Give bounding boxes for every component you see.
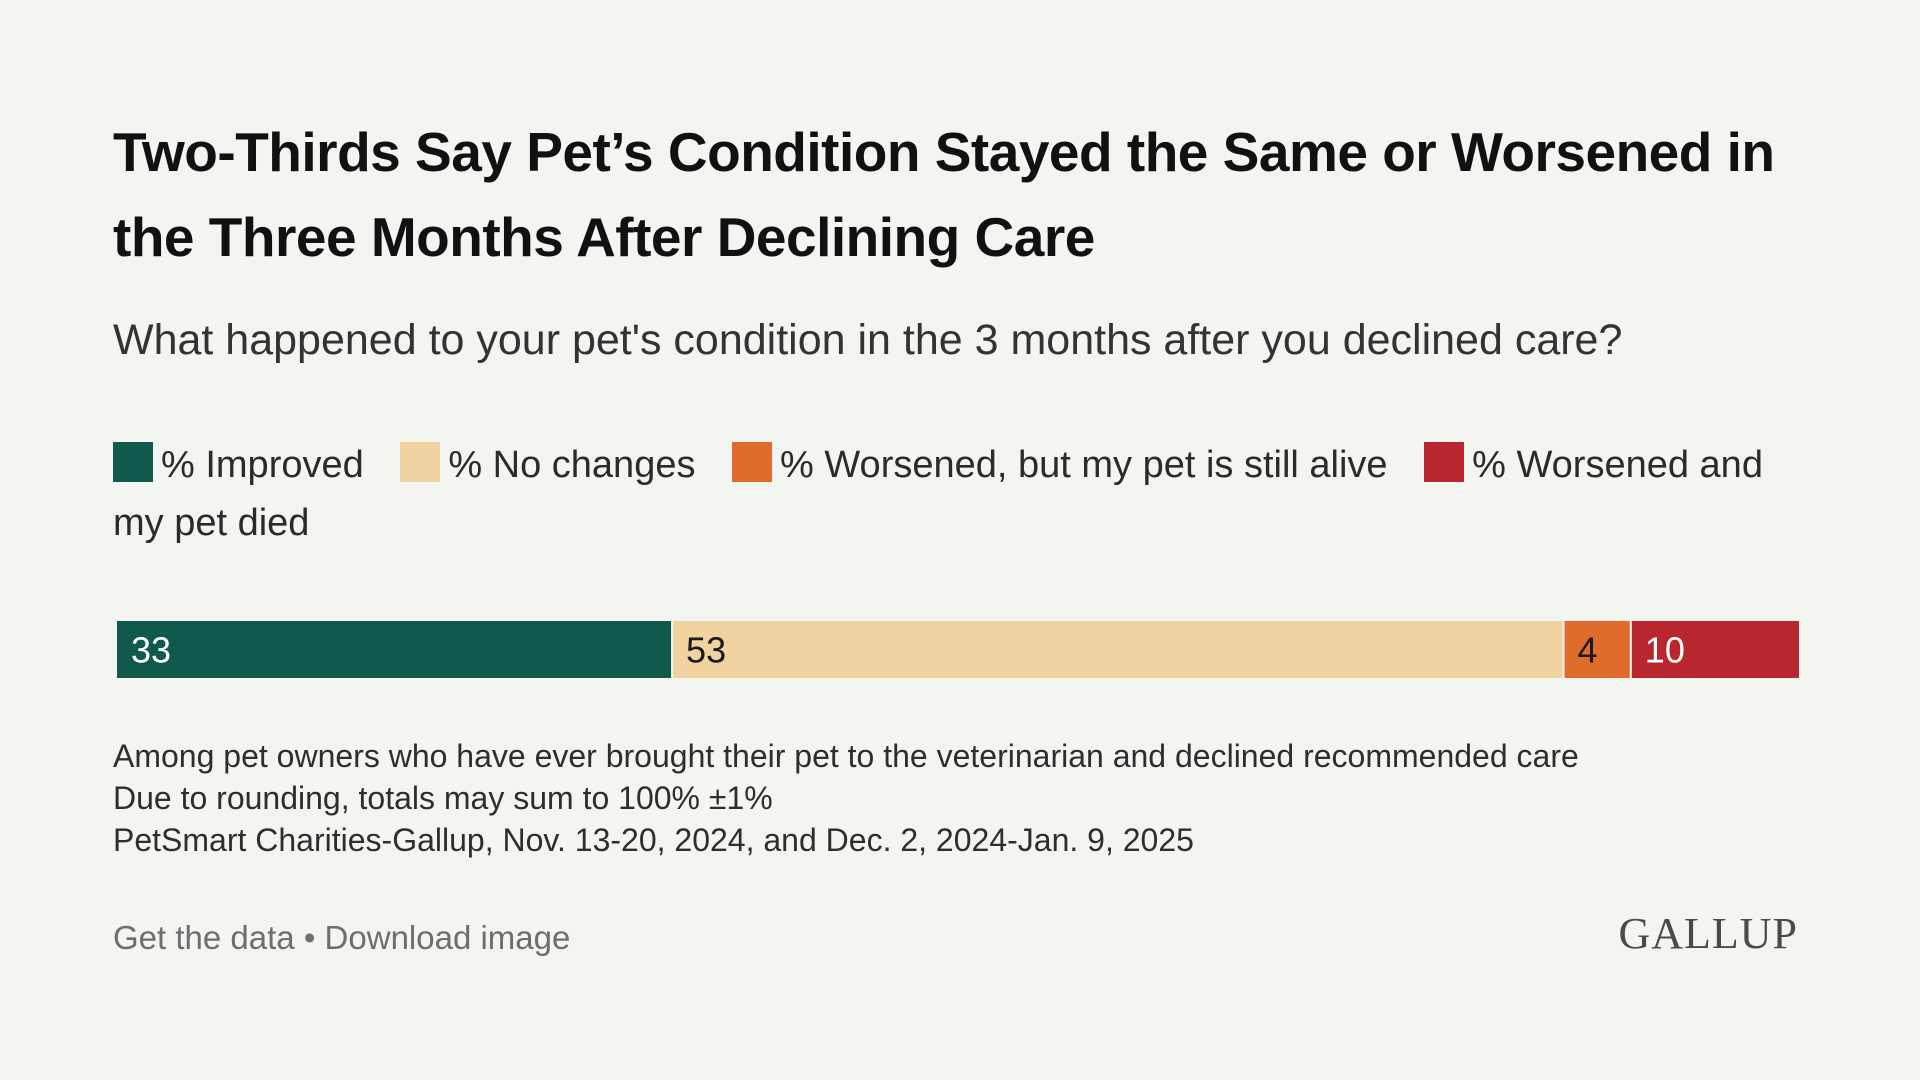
- bar-label-worsened-died: 10: [1645, 630, 1685, 671]
- legend-label-worsened-died: % Worsened and my pet died: [113, 444, 1763, 544]
- footer-separator: •: [303, 919, 316, 956]
- stacked-bar-svg: 33 53 4 10: [117, 621, 1799, 678]
- note-sample: Among pet owners who have ever brought t…: [113, 738, 1579, 774]
- chart-subtitle: What happened to your pet's condition in…: [113, 316, 1623, 364]
- legend-item-improved: % Improved: [113, 442, 364, 486]
- legend-swatch-improved: [113, 442, 153, 482]
- gallup-logo: GALLUP: [1618, 909, 1798, 958]
- legend-label-improved: % Improved: [161, 444, 364, 486]
- bar-segment-worsened-died: [1630, 621, 1799, 678]
- note-rounding: Due to rounding, totals may sum to 100% …: [113, 780, 773, 816]
- legend-swatch-no-changes: [400, 442, 441, 482]
- legend-swatch-worsened-alive: [732, 442, 773, 482]
- chart-card: Two-Thirds Say Pet’s Condition Stayed th…: [113, 110, 1799, 552]
- bar-segment-divider: [671, 621, 674, 678]
- legend: % Improved % No changes % Worsened, but …: [113, 436, 1799, 552]
- bar-label-improved: 33: [131, 630, 171, 671]
- legend-label-no-changes: % No changes: [448, 444, 696, 486]
- get-data-link[interactable]: Get the data: [113, 919, 295, 956]
- bar-segment-divider: [1562, 621, 1565, 678]
- bar-segment-divider: [1629, 621, 1632, 678]
- bar-label-no-changes: 53: [686, 630, 726, 671]
- legend-item-no-changes: % No changes: [400, 442, 696, 486]
- legend-swatch-worsened-died: [1424, 442, 1465, 482]
- bar-segment-improved: [117, 621, 673, 678]
- legend-item-worsened-died: % Worsened and my pet died: [113, 442, 1763, 544]
- chart-notes: Among pet owners who have ever brought t…: [113, 735, 1579, 861]
- footer-links: Get the data • Download image: [113, 916, 570, 960]
- note-source: PetSmart Charities-Gallup, Nov. 13-20, 2…: [113, 822, 1194, 858]
- legend-label-worsened-alive: % Worsened, but my pet is still alive: [780, 444, 1388, 486]
- bar-segment-worsened-alive: [1563, 621, 1631, 678]
- legend-item-worsened-alive: % Worsened, but my pet is still alive: [732, 442, 1388, 486]
- chart-title: Two-Thirds Say Pet’s Condition Stayed th…: [113, 121, 1775, 268]
- bar-segment-no-changes: [672, 621, 1564, 678]
- download-image-link[interactable]: Download image: [324, 919, 571, 956]
- bar-label-worsened-alive: 4: [1578, 630, 1598, 671]
- stacked-bar: 33 53 4 10: [117, 621, 1799, 678]
